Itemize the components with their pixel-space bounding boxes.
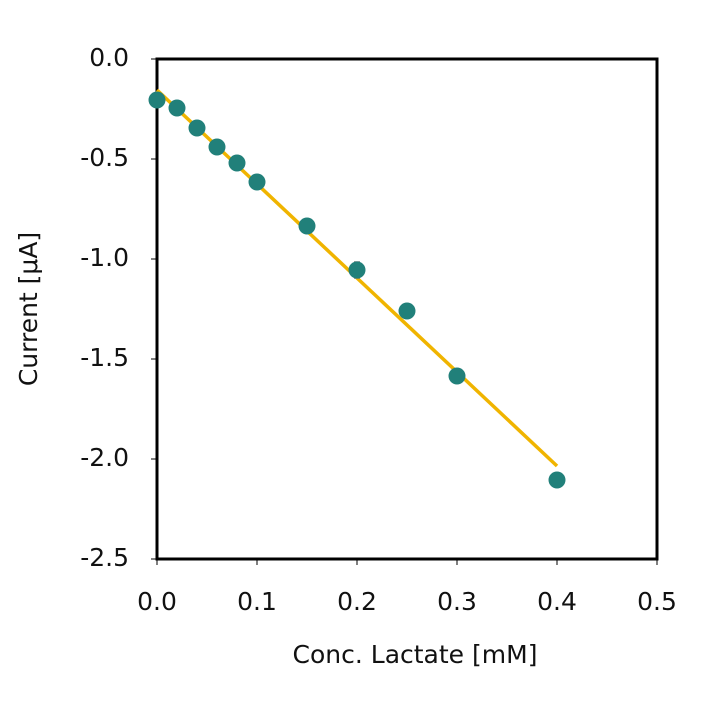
x-tick-label: 0.1 [237, 587, 277, 616]
x-tick-label: 0.3 [437, 587, 477, 616]
y-tick-label: -1.5 [80, 343, 129, 372]
y-tick-label: 0.0 [89, 43, 129, 72]
data-point [548, 471, 566, 489]
data-point [168, 99, 186, 117]
plot-frame [155, 57, 659, 561]
x-tick-label: 0.4 [537, 587, 577, 616]
y-tick-label: -1.0 [80, 243, 129, 272]
y-tick-label: -0.5 [80, 143, 129, 172]
data-point [248, 173, 266, 191]
data-point [148, 91, 166, 109]
data-point [228, 154, 246, 172]
x-tick-label: 0.2 [337, 587, 377, 616]
y-tick-label: -2.5 [80, 543, 129, 572]
x-tick-label: 0.5 [637, 587, 677, 616]
data-point [398, 302, 416, 320]
data-point [188, 119, 206, 137]
x-tick-label: 0.0 [137, 587, 177, 616]
y-tick-label: -2.0 [80, 443, 129, 472]
data-point [348, 261, 366, 279]
data-point [298, 217, 316, 235]
data-point [448, 367, 466, 385]
y-axis-title: Current [μA] [14, 232, 43, 386]
x-axis-title: Conc. Lactate [mM] [293, 640, 538, 669]
data-point [208, 138, 226, 156]
